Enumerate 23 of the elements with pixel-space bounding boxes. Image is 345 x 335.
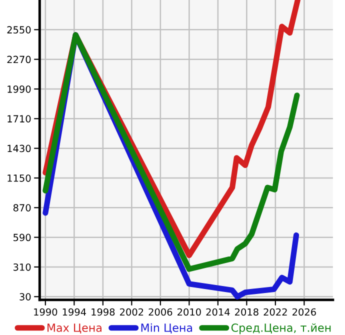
y-tick-label: 590 bbox=[14, 234, 31, 242]
x-tick-label: 1990 bbox=[34, 308, 58, 316]
y-tick-label: 1150 bbox=[8, 174, 31, 182]
y-tick-label: 2550 bbox=[7, 26, 31, 34]
y-tick-label: 870 bbox=[13, 204, 31, 212]
legend-label: Сред.Цена, т.йен bbox=[231, 323, 331, 334]
legend-label: Min Цена bbox=[141, 323, 192, 334]
x-tick-label: 1994 bbox=[62, 308, 86, 316]
y-tick-label: 1990 bbox=[8, 85, 31, 93]
x-tick-label: 2002 bbox=[120, 308, 144, 316]
x-tick-label: 2014 bbox=[206, 308, 230, 316]
y-tick-label: 30 bbox=[20, 293, 31, 300]
y-tick-label: 310 bbox=[14, 263, 31, 271]
x-tick-label: 2018 bbox=[235, 308, 258, 316]
x-tick-label: 2010 bbox=[178, 308, 201, 316]
y-tick-label: 1430 bbox=[8, 144, 31, 152]
x-tick-label: 2026 bbox=[292, 308, 316, 316]
legend-label: Max Цена bbox=[48, 324, 102, 334]
x-tick-label: 1998 bbox=[92, 308, 115, 316]
y-tick-label: 2270 bbox=[7, 56, 31, 64]
x-tick-label: 2022 bbox=[264, 308, 287, 316]
y-tick-label: 1710 bbox=[8, 115, 31, 122]
x-tick-label: 2006 bbox=[148, 308, 172, 316]
